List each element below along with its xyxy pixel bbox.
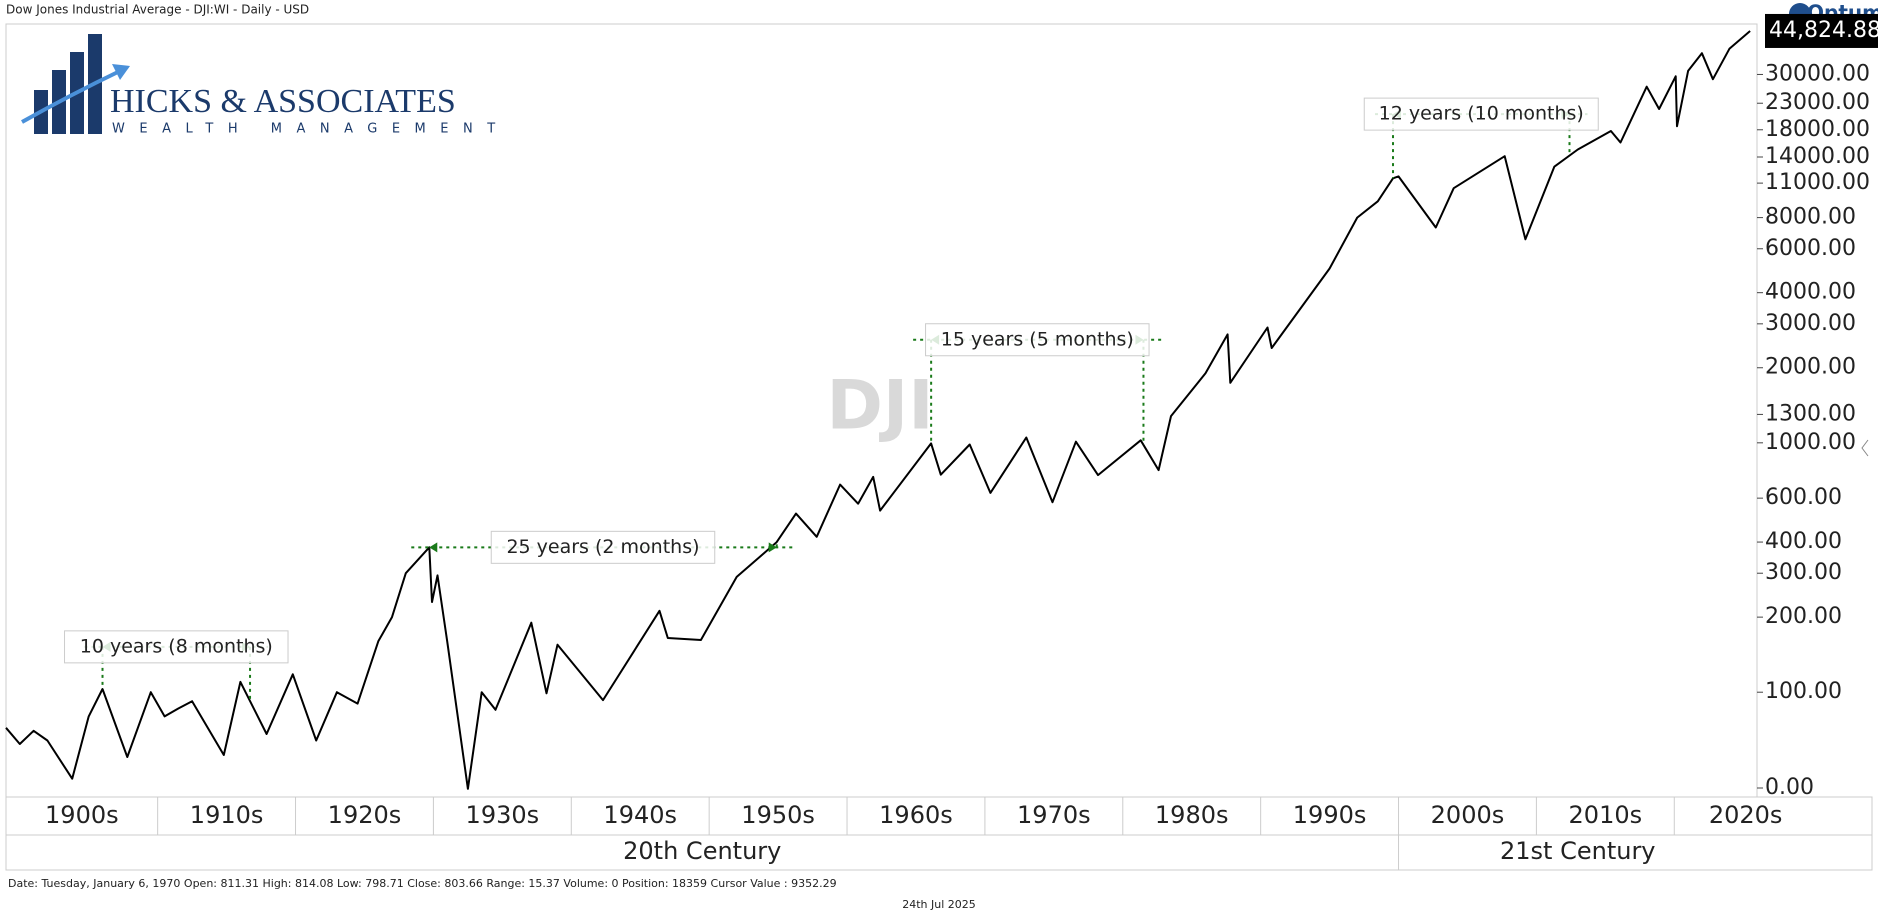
y-tick-label: 0.00: [1765, 775, 1814, 800]
annotation-text: 25 years (2 months): [506, 536, 699, 558]
status-line: Date: Tuesday, January 6, 1970 Open: 811…: [8, 877, 837, 890]
y-tick-label: 23000.00: [1765, 90, 1870, 115]
x-tick-label: 2010s: [1569, 801, 1643, 829]
collapse-button[interactable]: [1861, 439, 1869, 457]
watermark: DJI: [826, 367, 933, 446]
y-tick-label: 100.00: [1765, 679, 1842, 704]
last-value-label: 44,824.88: [1769, 18, 1878, 43]
annotation-box: [925, 323, 1150, 357]
x-tick-label: 1960s: [879, 801, 953, 829]
x-tick-label: 1990s: [1293, 801, 1367, 829]
y-tick-label: 600.00: [1765, 485, 1842, 510]
x-tick-label: 2000s: [1431, 801, 1505, 829]
footer: 24th Jul 2025: [902, 898, 976, 911]
annotation-arrow: [429, 542, 438, 553]
y-tick-label: 14000.00: [1765, 144, 1870, 169]
annotation-text: 12 years (10 months): [1379, 103, 1584, 125]
last-value-box: [1765, 13, 1878, 48]
annotation-text: 10 years (8 months): [80, 635, 273, 657]
logo-subtext: WEALTH MANAGEMENT: [112, 122, 510, 137]
y-tick-label: 1300.00: [1765, 401, 1856, 426]
y-tick-label: 400.00: [1765, 529, 1842, 554]
century-label: 21st Century: [1500, 837, 1656, 865]
chart-title: Dow Jones Industrial Average - DJI:WI - …: [6, 3, 309, 17]
century-label: 20th Century: [623, 837, 781, 865]
logo-arrow-head: [112, 64, 130, 80]
annotation-arrow: [768, 542, 777, 553]
annotation-text: 15 years (5 months): [941, 328, 1134, 350]
x-tick-label: 1950s: [741, 801, 815, 829]
y-tick-label: 300.00: [1765, 560, 1842, 585]
x-tick-label: 1980s: [1155, 801, 1229, 829]
y-tick-label: 2000.00: [1765, 355, 1856, 380]
x-tick-label: 1970s: [1017, 801, 1091, 829]
annotation-box: [1363, 97, 1599, 131]
annotation-box: [64, 630, 289, 664]
y-tick-label: 8000.00: [1765, 205, 1856, 230]
logo-arrow: [21, 68, 123, 124]
x-tick-label: 1940s: [603, 801, 677, 829]
x-tick-label: 1910s: [190, 801, 264, 829]
y-tick-label: 4000.00: [1765, 280, 1856, 305]
y-tick-label: 6000.00: [1765, 236, 1856, 261]
y-tick-label: 3000.00: [1765, 311, 1856, 336]
x-tick-label: 1930s: [466, 801, 540, 829]
y-tick-label: 200.00: [1765, 604, 1842, 629]
x-tick-label: 1900s: [45, 801, 119, 829]
y-tick-label: 18000.00: [1765, 117, 1870, 142]
logo: HICKS & ASSOCIATES WEALTH MANAGEMENT: [21, 34, 510, 137]
x-axis-frame: [5, 796, 1873, 871]
logo-text: HICKS & ASSOCIATES: [110, 83, 456, 120]
y-tick-label: 30000.00: [1765, 61, 1870, 86]
x-tick-label: 1920s: [328, 801, 402, 829]
price-line: [5, 30, 1751, 790]
annotation-box: [490, 530, 716, 564]
y-tick-label: 1000.00: [1765, 430, 1856, 455]
y-tick-label: 11000.00: [1765, 170, 1870, 195]
x-tick-label: 2020s: [1709, 801, 1783, 829]
